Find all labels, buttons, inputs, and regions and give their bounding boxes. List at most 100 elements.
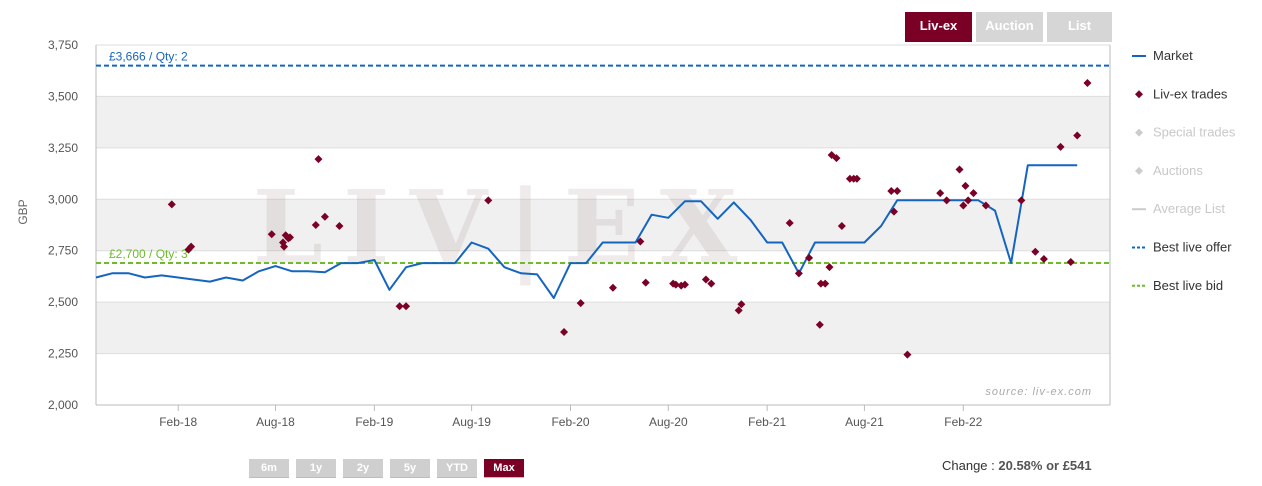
trade-point [852, 174, 861, 183]
trade-point [955, 165, 964, 174]
trade-point [734, 306, 743, 315]
trade-point [707, 279, 716, 288]
trade-point [1039, 254, 1048, 263]
trade-point [267, 230, 276, 239]
change-value: 20.58% or £541 [998, 458, 1092, 473]
trade-point [903, 350, 912, 359]
market-line [95, 164, 1078, 299]
trade-point [936, 189, 945, 198]
legend-label: Liv-ex trades [1153, 86, 1228, 101]
range-button-5y[interactable]: 5y [390, 459, 430, 477]
legend-item[interactable]: Auctions [1135, 163, 1203, 178]
change-label: Change : [942, 458, 999, 473]
y-tick-label: 2,000 [48, 398, 78, 412]
legend-item[interactable]: Best live bid [1132, 278, 1223, 293]
legend-item[interactable]: Liv-ex trades [1135, 86, 1228, 101]
trade-point [825, 263, 834, 272]
legend-item[interactable]: Best live offer [1132, 240, 1232, 255]
trade-point [816, 279, 825, 288]
legend-item[interactable]: Market [1132, 48, 1193, 63]
change-summary: Change : 20.58% or £541 [942, 458, 1092, 473]
axes [95, 45, 1111, 406]
reference-lines: £3,666 / Qty: 2 £2,700 / Qty: 3 [96, 50, 1110, 265]
y-tick-label: 3,000 [48, 192, 78, 206]
trade-point [280, 242, 289, 251]
x-tick-label: Aug-18 [256, 415, 295, 429]
trade-point [641, 278, 650, 287]
legend-diamond-icon [1135, 166, 1143, 175]
legend-label: Auctions [1153, 163, 1203, 178]
legend-label: Best live offer [1153, 240, 1232, 255]
x-tick-label: Feb-21 [748, 415, 786, 429]
trade-point [981, 201, 990, 210]
range-button-ytd[interactable]: YTD [437, 459, 477, 477]
best-offer-label: £3,666 / Qty: 2 [109, 50, 188, 64]
trade-point [1083, 79, 1092, 88]
trade-point [942, 196, 951, 205]
plot-band [96, 302, 1110, 354]
legend-item[interactable]: Average List [1132, 201, 1225, 216]
trade-point [560, 327, 569, 336]
tab-list[interactable]: List [1047, 12, 1112, 42]
legend: Market Liv-ex trades Special trades Auction… [1132, 48, 1236, 293]
trade-point [402, 302, 411, 311]
x-tick-label: Aug-20 [649, 415, 688, 429]
y-axis-label: GBP [16, 199, 30, 224]
y-tick-label: 2,500 [48, 295, 78, 309]
trade-point [576, 299, 585, 308]
y-tick-label: 3,250 [48, 141, 78, 155]
trade-point [737, 300, 746, 309]
trade-point [785, 218, 794, 227]
trade-point [314, 155, 323, 164]
x-tick-label: Feb-18 [159, 415, 197, 429]
y-tick-label: 3,750 [48, 38, 78, 52]
trade-point [680, 280, 689, 289]
trade-point [320, 212, 329, 221]
trade-point [167, 200, 176, 209]
trade-point [837, 222, 846, 231]
trade-point [969, 189, 978, 198]
legend-item[interactable]: Special trades [1135, 125, 1236, 140]
trade-point [794, 269, 803, 278]
y-tick-label: 3,500 [48, 89, 78, 103]
x-tick-labels: Feb-18 Aug-18 Feb-19 Aug-19 Feb-20 Aug-20 Feb-… [159, 405, 983, 429]
plot-band [96, 96, 1110, 148]
trade-point [959, 201, 968, 210]
range-button-max[interactable]: Max [484, 459, 524, 477]
y-tick-label: 2,250 [48, 347, 78, 361]
trade-point [815, 320, 824, 329]
trade-point [964, 196, 973, 205]
trade-point [187, 242, 196, 251]
trade-point [335, 222, 344, 231]
x-tick-label: Aug-21 [845, 415, 884, 429]
trade-point [608, 283, 617, 292]
y-tick-labels: 2,000 2,250 2,500 2,750 3,000 3,250 3,500 3,750 [48, 38, 78, 412]
best-bid-label: £2,700 / Qty: 3 [109, 247, 188, 261]
legend-diamond-icon [1135, 90, 1143, 99]
tab-auction[interactable]: Auction [976, 12, 1043, 42]
trade-series [167, 79, 1092, 359]
trade-point [484, 196, 493, 205]
legend-diamond-icon [1135, 128, 1143, 137]
x-tick-label: Feb-22 [944, 415, 982, 429]
plot-bands [96, 96, 1110, 354]
trade-point [1017, 196, 1026, 205]
trade-point [701, 275, 710, 284]
trade-point [1066, 258, 1075, 267]
x-tick-label: Aug-19 [452, 415, 491, 429]
range-button-6m[interactable]: 6m [249, 459, 289, 477]
trade-point [805, 253, 814, 262]
trade-point [832, 154, 841, 163]
trade-point [285, 233, 294, 242]
tab-liv-ex[interactable]: Liv-ex [905, 12, 972, 42]
x-tick-label: Feb-19 [355, 415, 393, 429]
x-tick-label: Feb-20 [551, 415, 589, 429]
trade-point [671, 280, 680, 289]
trade-point [1073, 131, 1082, 140]
trade-point [887, 187, 896, 196]
range-button-2y[interactable]: 2y [343, 459, 383, 477]
trade-point [311, 221, 320, 229]
range-button-1y[interactable]: 1y [296, 459, 336, 477]
trade-point [821, 279, 830, 288]
